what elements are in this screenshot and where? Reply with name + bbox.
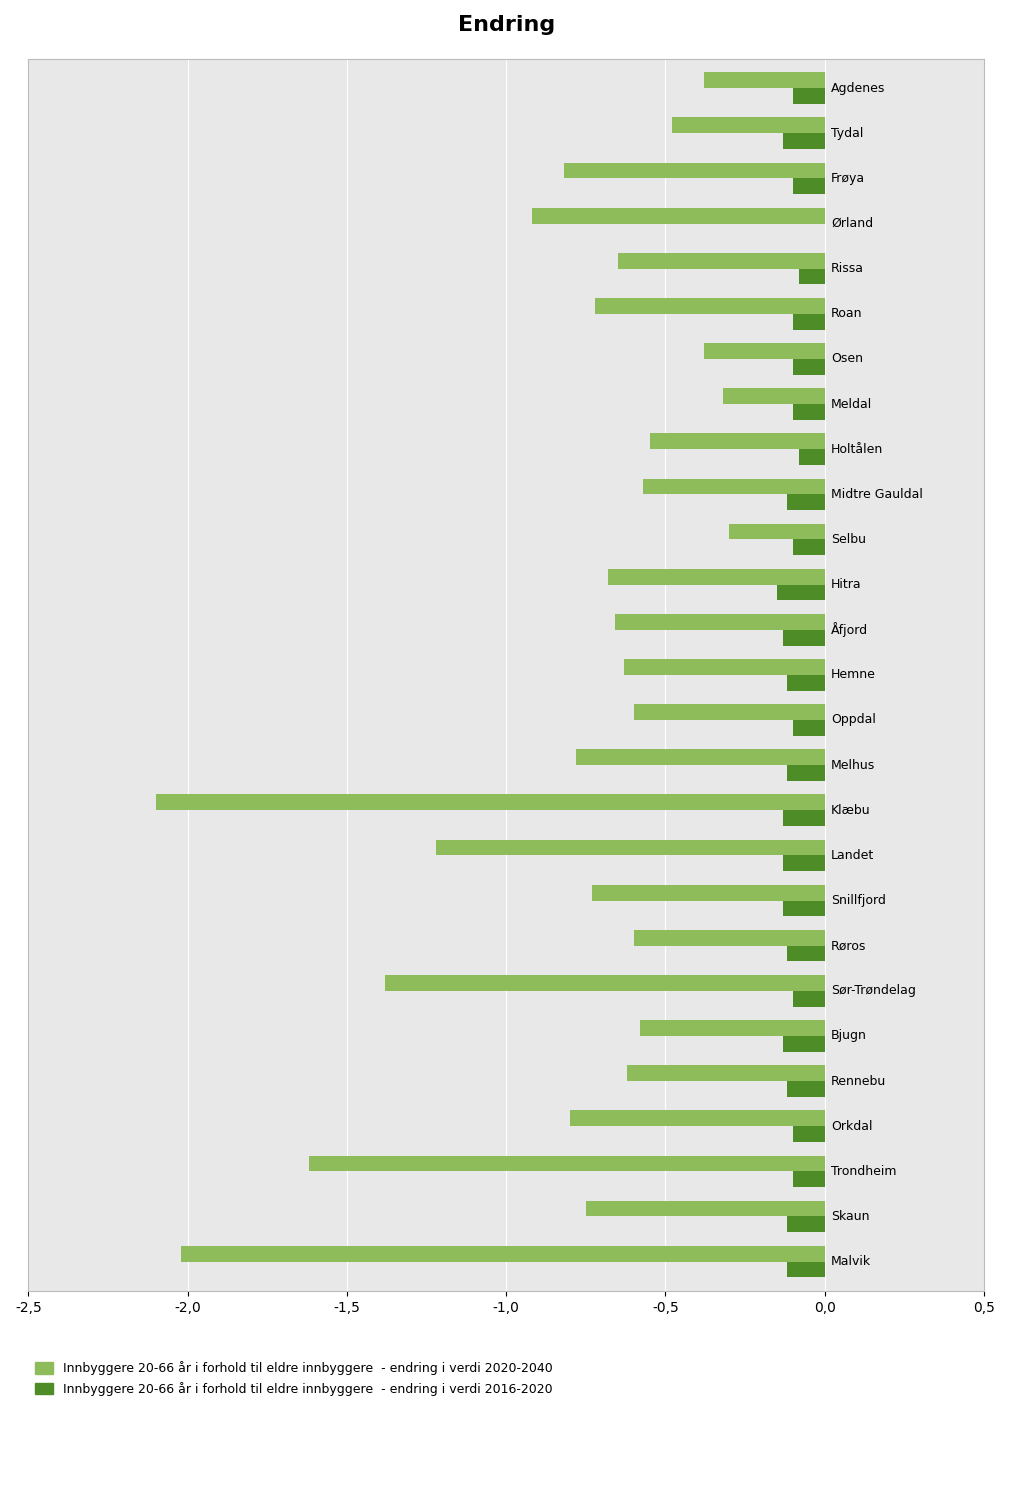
Bar — [784, 1036, 825, 1051]
Text: Melhus: Melhus — [831, 758, 876, 772]
Text: Agdenes: Agdenes — [831, 82, 886, 95]
Bar — [385, 975, 825, 991]
Text: Selbu: Selbu — [831, 533, 867, 547]
Bar — [618, 252, 825, 269]
Bar — [784, 900, 825, 917]
Bar — [793, 178, 825, 195]
Bar — [640, 1021, 825, 1036]
Bar — [793, 405, 825, 420]
Text: Oppdal: Oppdal — [831, 714, 876, 726]
Bar — [784, 630, 825, 645]
Bar — [436, 840, 825, 855]
Bar — [787, 1217, 825, 1232]
Bar — [787, 766, 825, 781]
Bar — [704, 343, 825, 359]
Text: Rennebu: Rennebu — [831, 1075, 887, 1087]
Bar — [614, 615, 825, 630]
Bar — [181, 1246, 825, 1261]
Bar — [577, 749, 825, 766]
Bar — [643, 479, 825, 494]
Bar — [793, 539, 825, 556]
Text: Rissa: Rissa — [831, 263, 865, 275]
Text: Osen: Osen — [831, 352, 864, 365]
Bar — [156, 794, 825, 811]
Bar — [787, 945, 825, 962]
Bar — [799, 269, 825, 284]
Bar — [608, 569, 825, 584]
Bar — [309, 1155, 825, 1172]
Bar — [793, 720, 825, 735]
Bar — [784, 855, 825, 871]
Bar — [596, 297, 825, 314]
Text: Holtålen: Holtålen — [831, 442, 884, 456]
Bar — [793, 1126, 825, 1142]
Bar — [793, 1172, 825, 1187]
Bar — [570, 1110, 825, 1126]
Text: Snillfjord: Snillfjord — [831, 894, 886, 908]
Bar — [564, 163, 825, 178]
Bar — [649, 433, 825, 448]
Bar — [729, 524, 825, 539]
Text: Hemne: Hemne — [831, 669, 876, 681]
Bar — [799, 448, 825, 465]
Text: Malvik: Malvik — [831, 1255, 872, 1268]
Bar — [723, 388, 825, 405]
Bar — [704, 72, 825, 88]
Bar — [787, 1261, 825, 1277]
Text: Hitra: Hitra — [831, 578, 862, 590]
Text: Skaun: Skaun — [831, 1210, 870, 1223]
Text: Midtre Gauldal: Midtre Gauldal — [831, 488, 923, 501]
Bar — [672, 118, 825, 133]
Text: Meldal: Meldal — [831, 397, 873, 411]
Bar — [592, 885, 825, 900]
Bar — [787, 675, 825, 690]
Bar — [586, 1200, 825, 1217]
Bar — [784, 811, 825, 826]
Bar — [531, 208, 825, 223]
Bar — [627, 1065, 825, 1081]
Text: Landet: Landet — [831, 849, 875, 862]
Text: Åfjord: Åfjord — [831, 622, 869, 637]
Bar — [633, 930, 825, 945]
Bar — [793, 314, 825, 329]
Bar — [787, 1081, 825, 1096]
Text: Frøya: Frøya — [831, 172, 866, 184]
Text: Trondheim: Trondheim — [831, 1164, 897, 1178]
Text: Ørland: Ørland — [831, 217, 874, 230]
Bar — [777, 584, 825, 601]
Bar — [784, 133, 825, 149]
Bar — [787, 494, 825, 510]
Bar — [633, 704, 825, 720]
Text: Klæbu: Klæbu — [831, 803, 871, 817]
Text: Orkdal: Orkdal — [831, 1120, 873, 1132]
Text: Roan: Roan — [831, 307, 863, 320]
Text: Sør-Trøndelag: Sør-Trøndelag — [831, 985, 916, 997]
Bar — [793, 359, 825, 374]
Text: Bjugn: Bjugn — [831, 1030, 867, 1042]
Title: Endring: Endring — [458, 15, 554, 35]
Bar — [793, 991, 825, 1007]
Text: Tydal: Tydal — [831, 127, 864, 140]
Legend: Innbyggere 20-66 år i forhold til eldre innbyggere  - endring i verdi 2020-2040,: Innbyggere 20-66 år i forhold til eldre … — [34, 1362, 553, 1395]
Text: Røros: Røros — [831, 939, 867, 953]
Bar — [793, 88, 825, 104]
Bar — [624, 658, 825, 675]
